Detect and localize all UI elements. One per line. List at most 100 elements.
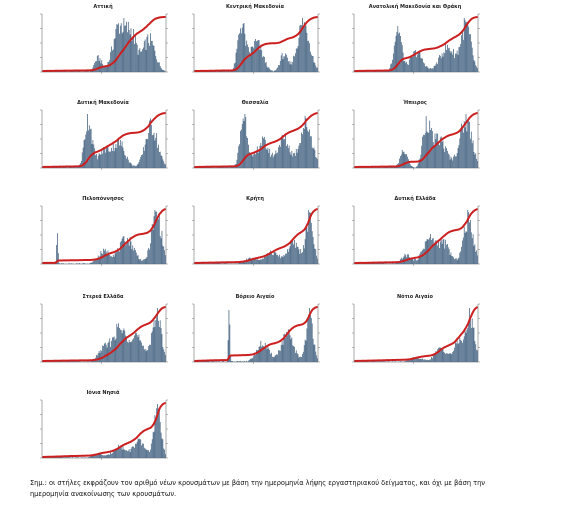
daily-cases-bar (447, 44, 448, 72)
daily-cases-bar (464, 20, 466, 72)
daily-cases-bar (225, 263, 226, 264)
daily-cases-bar (411, 165, 413, 168)
daily-cases-bar (278, 256, 279, 264)
daily-cases-bar (129, 162, 131, 168)
daily-cases-bar (432, 68, 434, 72)
daily-cases-bar (63, 167, 65, 168)
daily-cases-bar (116, 323, 118, 362)
daily-cases-bar (431, 131, 433, 168)
daily-cases-bar (454, 342, 456, 362)
daily-cases-bar (311, 55, 313, 72)
daily-cases-bar (293, 55, 294, 72)
daily-cases-bar (256, 41, 257, 72)
daily-cases-bar (99, 58, 101, 72)
daily-cases-bar (305, 118, 307, 168)
daily-cases-bar (469, 308, 470, 362)
panel-title: Δυτική Ελλάδα (394, 196, 436, 202)
daily-cases-bar (131, 40, 133, 72)
daily-cases-bar (264, 62, 266, 72)
daily-cases-bar (397, 26, 399, 73)
daily-cases-bar (128, 340, 130, 362)
daily-cases-bar (217, 361, 219, 362)
daily-cases-bar (455, 258, 457, 264)
daily-cases-bar (239, 33, 240, 72)
daily-cases-bar (251, 154, 253, 168)
daily-cases-bar (439, 137, 441, 168)
daily-cases-bar (269, 68, 271, 72)
daily-cases-bar (310, 51, 311, 72)
daily-cases-bar (315, 157, 317, 168)
daily-cases-bar (218, 263, 220, 264)
daily-cases-bar (302, 245, 304, 264)
daily-cases-bar (161, 334, 163, 362)
daily-cases-bar (385, 71, 386, 72)
daily-cases-bar (429, 68, 431, 72)
daily-cases-bar (141, 260, 142, 264)
daily-cases-bar (404, 60, 406, 72)
daily-cases-bar (395, 262, 397, 264)
daily-cases-bar (111, 50, 113, 72)
daily-cases-bar (402, 52, 404, 72)
daily-cases-bar (418, 358, 420, 362)
daily-cases-bar (246, 360, 248, 362)
daily-cases-bar (57, 233, 58, 264)
daily-cases-bar (96, 55, 98, 72)
daily-cases-bar (298, 357, 300, 362)
daily-cases-bar (407, 360, 408, 362)
daily-cases-bar (287, 57, 288, 72)
daily-cases-bar (456, 337, 458, 362)
daily-cases-bar (71, 457, 73, 458)
daily-cases-bar (443, 52, 445, 72)
daily-cases-bar (144, 348, 146, 362)
daily-cases-bar (243, 23, 245, 72)
daily-cases-bar (151, 135, 153, 168)
daily-cases-bar (82, 263, 84, 264)
daily-cases-bar (430, 68, 431, 72)
daily-cases-bar (217, 167, 219, 168)
daily-cases-bar (296, 152, 298, 168)
daily-cases-bar (317, 67, 318, 72)
daily-cases-bar (432, 238, 434, 264)
region-panel: Δυτική Μακεδονία (28, 100, 178, 178)
daily-cases-bar (155, 56, 157, 72)
daily-cases-bar (247, 259, 248, 264)
daily-cases-bar (256, 259, 257, 264)
daily-cases-bar (442, 140, 444, 168)
daily-cases-bar (303, 128, 305, 168)
daily-cases-bar (272, 157, 274, 168)
daily-cases-bar (60, 167, 62, 168)
daily-cases-bar (256, 40, 258, 72)
daily-cases-bar (225, 71, 227, 72)
daily-cases-bar (437, 133, 439, 168)
daily-cases-bar (417, 53, 419, 72)
daily-cases-bar (274, 355, 276, 362)
daily-cases-bar (116, 24, 118, 72)
daily-cases-bar (96, 454, 97, 458)
daily-cases-bar (287, 249, 288, 264)
daily-cases-bar (113, 256, 115, 264)
panel-title: Θεσσαλία (241, 100, 269, 106)
daily-cases-bar (446, 244, 447, 264)
daily-cases-bar (274, 70, 276, 72)
daily-cases-bar (105, 148, 107, 168)
daily-cases-bar (404, 154, 406, 168)
daily-cases-bar (376, 263, 377, 264)
daily-cases-bar (472, 140, 474, 168)
region-panel: Θεσσαλία (180, 100, 330, 178)
daily-cases-bar (239, 262, 240, 264)
daily-cases-bar (236, 360, 238, 362)
daily-cases-bar (437, 64, 439, 72)
daily-cases-bar (317, 258, 318, 264)
daily-cases-bar (134, 43, 135, 72)
daily-cases-bar (112, 142, 114, 168)
daily-cases-bar (399, 158, 400, 168)
daily-cases-bar (455, 343, 457, 362)
daily-cases-bar (289, 152, 291, 168)
daily-cases-bar (399, 32, 400, 72)
daily-cases-bar (425, 360, 427, 362)
daily-cases-bar (241, 27, 243, 72)
daily-cases-bar (160, 432, 162, 458)
daily-cases-bar (119, 446, 121, 458)
daily-cases-bar (276, 254, 278, 264)
daily-cases-bar (279, 350, 281, 362)
